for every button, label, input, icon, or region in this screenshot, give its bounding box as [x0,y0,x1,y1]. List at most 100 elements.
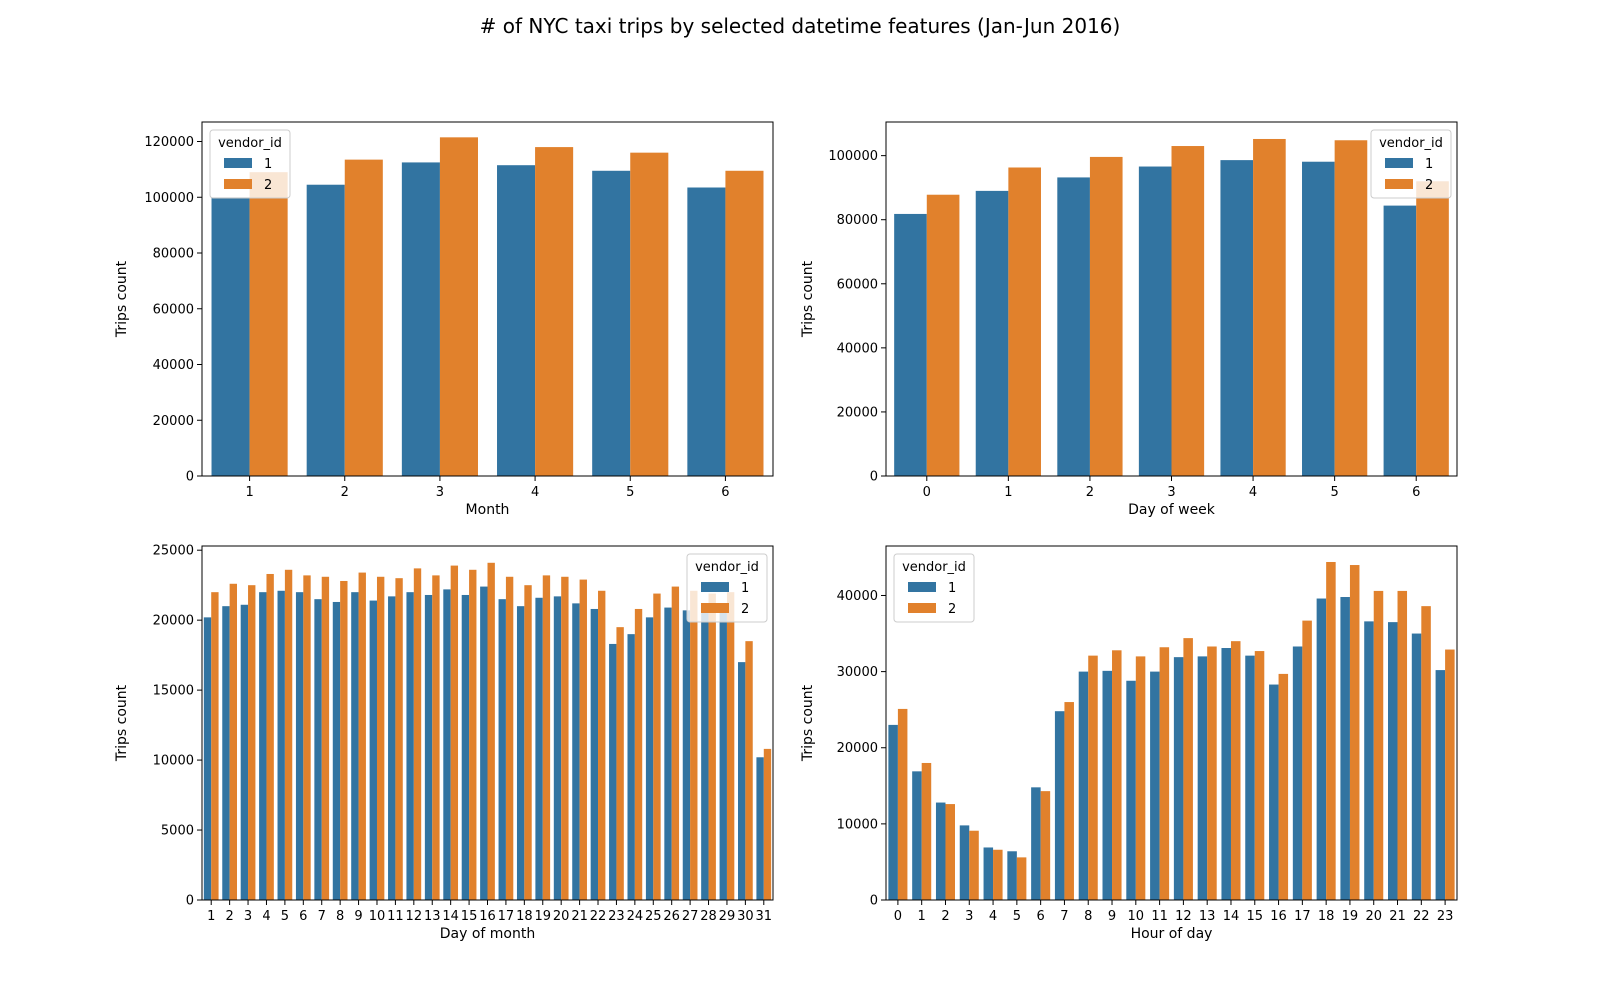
bar [763,748,772,900]
bar [701,608,709,900]
bar [395,578,403,900]
y-tick-label: 60000 [153,302,194,317]
bar [1007,851,1017,900]
legend-label: 2 [1425,178,1433,193]
bar [340,580,348,900]
bar [921,762,932,900]
bar [975,190,1009,476]
figure-title: # of NYC taxi trips by selected datetime… [479,14,1121,38]
x-tick-label: 6 [1412,485,1420,500]
bar [432,575,440,900]
x-axis-label: Month [466,502,510,518]
bar [1064,702,1074,900]
bar [959,825,970,900]
legend-title: vendor_id [695,560,759,575]
bar [738,662,746,900]
bar [203,617,212,900]
y-tick-label: 40000 [153,358,194,373]
bar [1373,590,1384,900]
y-axis-label: Trips count [800,684,816,762]
bar [1102,670,1113,900]
subplot-2: 0 20000 40000 60000 80000 100000 0 1 2 3 4 5 6 Day of… [800,121,1458,518]
bar [277,590,285,900]
bar [945,804,955,900]
x-tick-label: 16 [479,909,496,924]
bar [439,137,478,476]
bar [1159,647,1170,900]
bar [630,152,669,476]
bar [406,592,414,900]
bar [1334,140,1368,476]
bar [1397,590,1408,900]
bar [524,585,532,900]
bar [487,562,495,900]
bar [401,162,440,477]
bar [682,610,691,900]
y-tick-label: 0 [870,470,878,485]
x-tick-label: 13 [1199,909,1216,924]
bar [259,592,267,900]
x-tick-label: 25 [645,909,662,924]
y-tick-label: 20000 [837,741,878,756]
x-tick-label: 4 [262,909,270,924]
legend-swatch [701,603,729,613]
bar [303,575,311,900]
bar [645,617,654,900]
legend-label: 2 [264,178,272,193]
x-tick-label: 0 [894,909,902,924]
bar [926,194,960,476]
y-tick-label: 60000 [837,277,878,292]
x-tick-label: 17 [498,909,515,924]
y-tick-label: 0 [186,470,194,485]
x-tick-label: 12 [406,909,423,924]
bar [497,165,536,476]
y-tick-label: 0 [186,894,194,909]
bar [1416,181,1449,476]
x-tick-label: 7 [1060,909,1068,924]
bar [314,599,322,900]
y-tick-label: 100000 [828,149,878,164]
bar [1031,787,1041,900]
bar [745,641,753,900]
y-tick-label: 120000 [144,135,194,150]
bar [211,197,250,476]
bar [240,604,249,900]
x-tick-label: 28 [700,909,717,924]
x-tick-label: 2 [225,909,233,924]
bar [1171,146,1205,476]
x-tick-label: 14 [1223,909,1240,924]
legend-title: vendor_id [1379,136,1443,151]
bar [1302,161,1335,476]
x-tick-label: 0 [923,485,931,500]
legend-title: vendor_id [902,560,966,575]
bar [306,184,345,476]
bar [295,592,304,900]
y-tick-label: 40000 [837,589,878,604]
x-tick-label: 15 [461,909,478,924]
y-axis-label: Trips count [800,260,816,338]
bar [1435,670,1446,900]
bar [553,596,562,900]
bar [1197,656,1208,900]
bar [969,830,979,900]
legend-swatch [908,582,936,592]
bar [480,586,488,900]
axes-frame [885,545,1458,901]
x-tick-label: 1 [918,909,926,924]
bar [935,802,946,900]
x-tick-label: 24 [627,909,644,924]
legend-swatch [224,158,252,168]
bar [1411,633,1422,900]
bar [266,573,274,900]
x-tick-label: 23 [608,909,625,924]
legend-swatch [908,603,936,613]
x-tick-label: 13 [424,909,441,924]
bar [1126,680,1136,900]
bar [1269,684,1279,900]
x-tick-label: 8 [336,909,344,924]
bar [627,634,635,900]
bar [1383,205,1417,477]
bar [561,576,569,900]
bar [590,608,599,900]
